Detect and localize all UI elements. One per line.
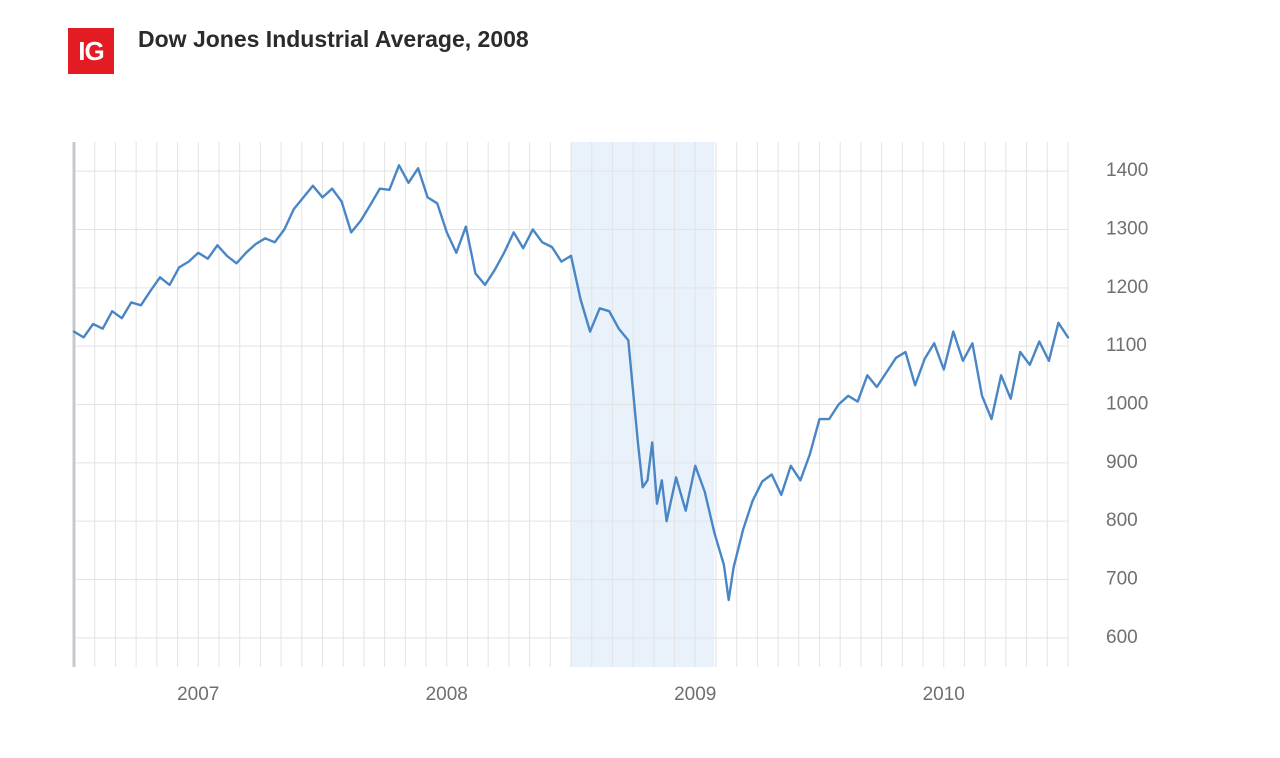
line-chart: 600 700 800 900 1000 1100 1200 1300 1400 2007 2008… [0,0,1280,758]
x-tick-label: 2009 [674,684,716,705]
y-tick-label: 1200 [1106,277,1148,298]
y-tick-label: 800 [1106,510,1138,531]
y-tick-label: 1300 [1106,219,1148,240]
x-tick-label: 2008 [426,684,468,705]
x-tick-label: 2010 [923,684,965,705]
y-tick-label: 600 [1106,627,1138,648]
x-tick-label: 2007 [177,684,219,705]
y-tick-label: 1100 [1106,335,1147,356]
y-tick-label: 900 [1106,452,1138,473]
y-tick-label: 700 [1106,569,1138,590]
chart-area: 600 700 800 900 1000 1100 1200 1300 1400 2007 2008… [0,0,1280,758]
y-tick-label: 1000 [1106,394,1148,415]
y-tick-label: 1400 [1106,160,1148,181]
